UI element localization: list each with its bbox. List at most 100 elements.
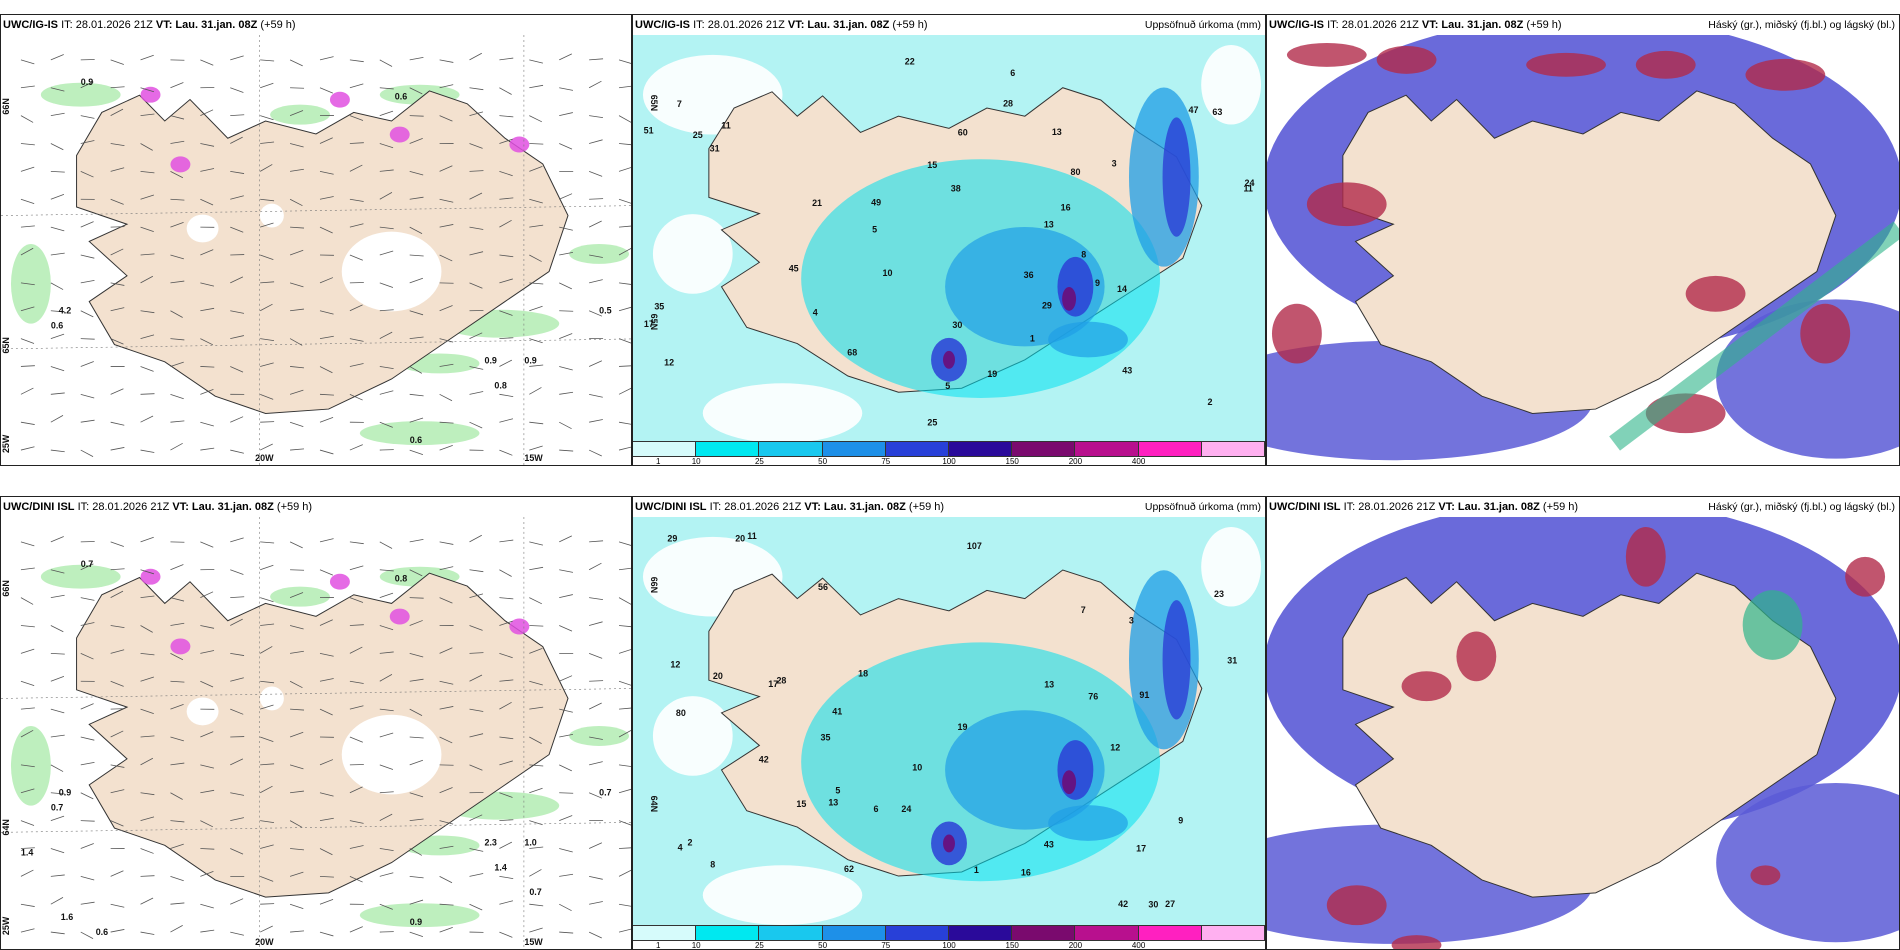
wind-barb: [80, 361, 94, 367]
precip-value: 19: [987, 369, 997, 379]
map-area[interactable]: 0.9 0.6 0.5 0.9 0.9 0.8 0.6 4.2 0.6 66N 65N 25W 20W 1…: [1, 35, 631, 465]
wind-barb: [80, 81, 94, 89]
wind-barb: [200, 338, 214, 346]
wind-barb: [170, 680, 185, 683]
wind-barb: [110, 307, 125, 312]
wind-barb: [499, 792, 513, 798]
high-cloud-area: [1685, 275, 1746, 312]
latitude-label: 66N: [1, 98, 11, 114]
wind-barb: [619, 225, 631, 228]
wind-barb: [80, 622, 95, 626]
wind-barb: [140, 253, 155, 256]
wind-barb: [589, 540, 604, 543]
wind-barb: [290, 650, 304, 654]
wind-barb: [20, 247, 34, 256]
wind-barb: [529, 84, 544, 89]
precip-value: 7: [1081, 605, 1086, 615]
wind-barb: [110, 282, 125, 286]
precip-value: 68: [847, 348, 857, 358]
wind-barb: [200, 848, 215, 850]
wind-barb: [140, 757, 154, 766]
latitude-label: 66N: [1, 580, 11, 596]
wind-barb: [260, 222, 274, 228]
wind-barb: [529, 166, 543, 172]
map-area[interactable]: 0.7 0.8 0.7 2.3 1.0 1.4 0.9 0.9 0.7 1.4 1.6 0.6 0.7 6…: [1, 517, 631, 949]
wind-barb: [289, 389, 304, 395]
precip-value: 21: [812, 198, 822, 208]
panel-header: UWC/DINI ISL IT: 28.01.2026 21Z VT: Lau.…: [1269, 499, 1895, 515]
map-area[interactable]: [1267, 517, 1899, 949]
wind-barb: [170, 875, 184, 882]
wind-barb: [618, 387, 631, 395]
wind-barb: [230, 366, 244, 373]
wind-barb: [80, 338, 95, 340]
colorbar-tick-label: 1: [656, 457, 661, 466]
wind-barb: [499, 278, 513, 284]
wind-barb: [618, 729, 631, 738]
precip-value: 17: [1136, 843, 1146, 853]
map-area[interactable]: [1267, 35, 1899, 465]
wind-barb: [499, 620, 513, 626]
wind-barb: [20, 869, 34, 877]
colorbar-tick-label: 100: [942, 457, 956, 466]
wind-barb: [439, 541, 454, 545]
wind-barb: [618, 820, 631, 826]
map-area[interactable]: 65N 65N 6 5 4 13 24 12 49 28 17 25 36 30 31 22 47 43 68 38 1…: [633, 35, 1265, 441]
wind-barb: [319, 335, 334, 339]
wind-barb: [170, 420, 185, 423]
colorbar-tick-label: 100: [942, 941, 956, 950]
wind-barb: [499, 418, 514, 423]
wind-barb: [260, 564, 274, 571]
wind-barb: [110, 388, 124, 395]
wind-barb: [319, 170, 334, 175]
wind-barb: [230, 87, 244, 93]
map-area[interactable]: 66N 64N 10 17 20 12 27 56 24 35 13 76 91 107 29 42 41 43 1…: [633, 517, 1265, 925]
precip-value: 36: [1024, 270, 1034, 280]
wind-barb: [349, 304, 363, 312]
wind-barb: [50, 594, 65, 599]
precip-value: 13: [1052, 127, 1062, 137]
colorbar-swatch: [822, 926, 886, 940]
wind-barb: [349, 254, 363, 261]
wind-barb: [409, 569, 423, 577]
precip-value: 13: [828, 797, 838, 807]
panel-header: UWC/IG-IS IT: 28.01.2026 21Z VT: Lau. 31…: [1269, 17, 1895, 33]
wind-barb: [319, 708, 333, 716]
wind-barb: [20, 115, 34, 123]
wind-barb: [589, 115, 603, 119]
precip-value: 16: [1061, 202, 1071, 212]
wind-barb: [559, 569, 574, 573]
wind-barb: [379, 848, 394, 852]
wind-barb: [499, 569, 512, 577]
precip-value: 29: [1042, 301, 1052, 311]
colorbar-swatch: [633, 926, 697, 940]
wind-barb: [230, 416, 244, 423]
wind-barb: [80, 221, 94, 228]
wind-barb: [619, 707, 631, 710]
high-cloud-area: [1306, 182, 1387, 227]
wind-barb: [439, 59, 454, 63]
wind-barb: [529, 143, 544, 145]
wind-barb: [50, 366, 65, 372]
wind-barb: [439, 736, 453, 744]
wind-area: [40, 82, 121, 107]
wind-barb: [140, 652, 155, 656]
wind-barb: [559, 391, 574, 395]
wind-value: 0.6: [96, 927, 108, 937]
wind-barb: [349, 363, 364, 367]
wind-barb: [349, 680, 364, 684]
wind-barb: [110, 59, 124, 65]
colorbar-swatch: [696, 926, 760, 940]
wind-barb: [379, 903, 393, 910]
wind-barb: [529, 736, 542, 744]
precip-value: 43: [1122, 365, 1132, 375]
wind-area: [569, 726, 630, 746]
latitude-label: 64N: [1, 819, 11, 835]
wind-barb: [170, 902, 185, 905]
wind-barb: [50, 652, 65, 655]
wind-barb: [618, 597, 631, 605]
panel-header: UWC/IG-IS IT: 28.01.2026 21Z VT: Lau. 31…: [635, 17, 1261, 33]
wind-barb: [50, 193, 65, 200]
high-cloud-area: [1845, 556, 1886, 597]
precip-value: 7: [677, 99, 682, 109]
